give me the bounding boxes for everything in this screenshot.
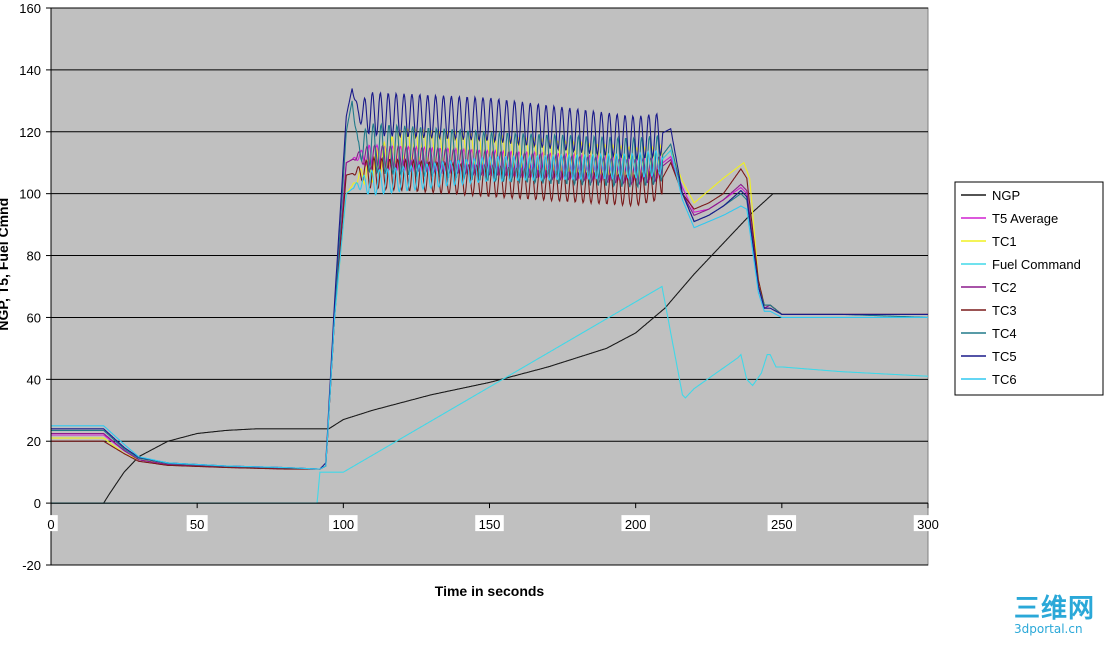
x-tick-label: 100 xyxy=(332,517,354,532)
x-tick-label-bg xyxy=(913,515,943,532)
legend-label: TC4 xyxy=(992,326,1017,341)
x-tick-label-bg xyxy=(475,515,504,532)
legend-label: TC5 xyxy=(992,349,1017,364)
x-tick-label: 50 xyxy=(190,517,204,532)
x-tick-label: 300 xyxy=(917,517,939,532)
x-tick-label: 200 xyxy=(625,517,647,532)
y-tick-label: 140 xyxy=(19,63,41,78)
legend-label: TC2 xyxy=(992,280,1017,295)
y-tick-label: 160 xyxy=(19,1,41,16)
y-tick-label: 120 xyxy=(19,125,41,140)
x-tick-label-bg xyxy=(767,515,797,532)
watermark-url: 3dportal.cn xyxy=(1014,622,1083,636)
legend-label: TC1 xyxy=(992,234,1017,249)
x-tick-label-bg xyxy=(621,515,650,532)
x-tick-label-bg xyxy=(186,515,208,532)
y-axis-title: NGP, T5, Fuel Cmnd xyxy=(0,198,11,331)
x-tick-label-bg xyxy=(329,515,358,532)
legend-label: NGP xyxy=(992,188,1020,203)
legend-label: TC3 xyxy=(992,303,1017,318)
legend: NGP T5 Average TC1 Fuel Command TC2 TC3 TC4 TC5… xyxy=(954,181,1104,396)
y-tick-label: 100 xyxy=(19,187,41,202)
x-axis-title: Time in seconds xyxy=(435,583,545,599)
x-tick-label: 250 xyxy=(771,517,793,532)
legend-label: Fuel Command xyxy=(992,257,1081,272)
series-line-ngp xyxy=(51,193,928,504)
x-tick-label: 0 xyxy=(47,517,54,532)
series-line-tc6 xyxy=(51,149,928,470)
watermark-text: 三维网 xyxy=(1014,594,1096,624)
y-tick-label: 80 xyxy=(27,249,41,264)
plot-area xyxy=(50,7,929,566)
y-tick-label: 40 xyxy=(27,372,41,387)
y-axis-ticks: -20 0 20 40 60 80 100 120 140 160 xyxy=(19,1,52,573)
legend-label: TC6 xyxy=(992,372,1017,387)
x-tick-label: 150 xyxy=(479,517,501,532)
x-axis-ticks: 0 50 100 150 200 250 300 xyxy=(44,502,943,532)
legend-label: T5 Average xyxy=(992,211,1058,226)
y-tick-label: -20 xyxy=(22,558,41,573)
site-watermark-logo: 三维网 3dportal.cn xyxy=(1014,596,1114,640)
x-tick-label-bg xyxy=(44,515,58,532)
y-tick-label: 60 xyxy=(27,310,41,325)
series-lines xyxy=(51,88,928,504)
y-tick-label: 0 xyxy=(34,496,41,511)
y-tick-label: 20 xyxy=(27,434,41,449)
